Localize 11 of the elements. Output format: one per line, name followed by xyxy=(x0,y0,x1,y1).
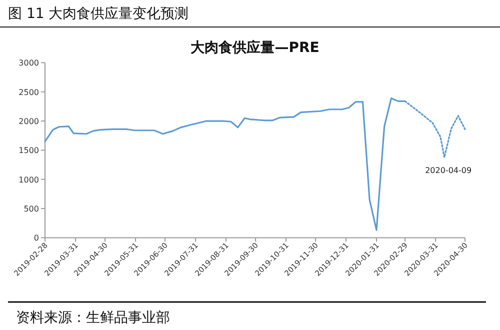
chart-title: 图 11 大肉食供应量变化预测 xyxy=(8,6,189,22)
text: 资料来源：生鲜品事业部 xyxy=(16,310,170,326)
y-tick-label: 500 xyxy=(24,204,39,214)
y-tick-label: 3000 xyxy=(18,58,39,68)
chart-subtitle: 大肉食供应量—PRE xyxy=(190,39,320,56)
y-tick-label: 2500 xyxy=(18,88,39,97)
y-tick-label: 0 xyxy=(34,234,39,243)
annotation: 2020-04-09 xyxy=(425,166,472,176)
y-tick-label: 2000 xyxy=(18,117,39,126)
y-tick-label: 1000 xyxy=(18,175,39,184)
y-tick-label: 1500 xyxy=(18,146,39,156)
